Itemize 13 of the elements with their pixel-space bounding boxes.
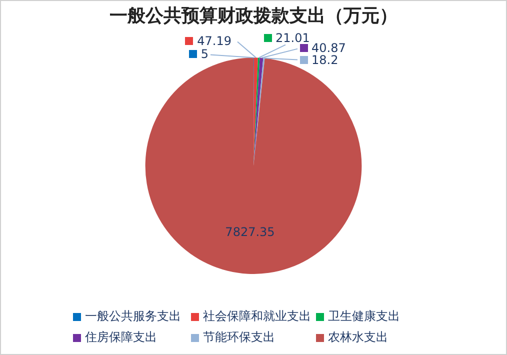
data-label: 18.2 [312, 52, 338, 67]
chart-title: 一般公共预算财政拨款支出（万元） [110, 5, 398, 26]
legend-label: 节能环保支出 [203, 329, 275, 346]
data-label: 5 [200, 46, 208, 61]
legend-label: 社会保障和就业支出 [203, 308, 311, 325]
legend-label: 农林水支出 [328, 329, 388, 346]
data-label: 40.87 [312, 40, 346, 55]
data-label: 21.01 [276, 30, 310, 45]
data-label: 7827.35 [225, 224, 275, 239]
legend-label: 一般公共服务支出 [85, 308, 181, 325]
legend-label: 卫生健康支出 [328, 308, 400, 325]
data-label: 47.19 [197, 34, 232, 48]
legend-label: 住房保障支出 [85, 329, 157, 346]
